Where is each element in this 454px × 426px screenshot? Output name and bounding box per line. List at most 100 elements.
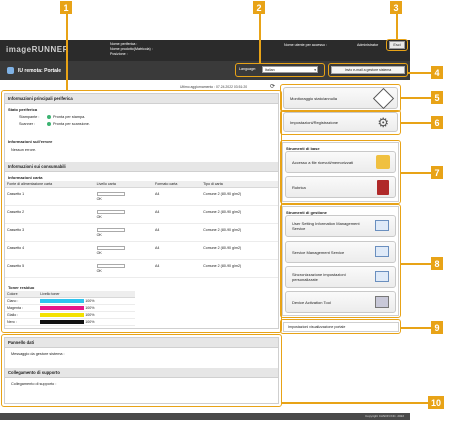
monitor-icon <box>375 271 389 282</box>
tools-icon <box>375 296 389 308</box>
callout-box-5 <box>280 84 401 112</box>
product-logo: imageRUNNER <box>6 45 69 54</box>
column-header: Livello toner <box>38 291 135 298</box>
paper-type: Comune 2 (80-90 g/m2) <box>201 259 278 278</box>
refresh-icon[interactable]: ⟳ <box>270 84 276 90</box>
toner-color-name: Nero : <box>5 318 39 327</box>
toner-level-text: 100% <box>85 299 95 303</box>
table-row: Cassetto 1 OK A4 Comune 2 (80-90 g/m2) <box>5 187 278 206</box>
callout-number-7: 7 <box>431 166 443 179</box>
paper-source: Cassetto 4 <box>5 241 95 260</box>
column-header: Formato carta <box>153 181 202 188</box>
callout-line-1 <box>66 13 68 90</box>
portal-icon <box>7 67 14 74</box>
admin-message-label: Messaggio da gestore sistema : <box>11 352 65 356</box>
user-setting-button[interactable]: User Setting Information Management Serv… <box>285 215 396 237</box>
language-select[interactable]: Italian ▾ <box>262 66 318 73</box>
monitor-icon <box>375 246 389 257</box>
paper-level-text: OK <box>96 215 102 219</box>
device-activation-label: Device Activation Tool <box>292 299 331 305</box>
toner-level-text: 100% <box>85 320 95 325</box>
printer-label: Stampante : <box>19 115 40 119</box>
status-monitor-label: Monitoraggio stato/annulla <box>290 95 337 101</box>
service-management-button[interactable]: Service Management Service <box>285 241 396 263</box>
callout-line-4 <box>408 72 432 74</box>
toner-level-bar <box>40 313 85 318</box>
callout-box-8 <box>280 204 401 318</box>
toner-color-name: Giallo : <box>5 311 39 320</box>
footer-copyright: Copyright CANON INC. 2022 <box>0 413 410 420</box>
toner-level-bar <box>40 299 85 304</box>
last-update-timestamp: Ultimo aggiornamento : 07.24.2022 03:51:… <box>180 85 248 89</box>
portal-display-settings-link[interactable]: Impostazioni visualizzazione portale <box>283 322 399 332</box>
toner-level-bar <box>40 320 85 325</box>
address-book-icon <box>377 180 389 195</box>
folder-icon <box>376 155 390 169</box>
printer-status: Pronta per stampa. <box>53 115 86 119</box>
column-header: Fonte di alimentazione carta <box>5 181 95 188</box>
settings-registration-button[interactable]: Impostazioni/Registrazione ⚙ <box>283 112 398 132</box>
toner-level-text: 100% <box>85 313 95 318</box>
callout-number-9: 9 <box>431 321 443 334</box>
scanner-status-row: Scanner : Pronta per scansione. <box>5 122 278 126</box>
column-header: Livello carta <box>94 181 153 188</box>
toner-level: 100% <box>38 297 135 306</box>
service-management-label: Service Management Service <box>292 249 345 255</box>
location-label: Posizione : <box>110 52 128 56</box>
user-setting-label: User Setting Information Management Serv… <box>292 221 360 231</box>
product-name-label: Nome prodotto(Matricola) : <box>110 47 153 51</box>
callout-box-3 <box>386 39 408 51</box>
callout-line-3 <box>396 13 398 39</box>
status-monitor-button[interactable]: Monitoraggio stato/annulla <box>283 87 398 110</box>
callout-box-6 <box>280 110 401 135</box>
consumables-title: Informazioni sui consumabili <box>5 162 278 172</box>
error-info-value: Nessun errore. <box>11 148 37 152</box>
device-activation-button[interactable]: Device Activation Tool <box>285 291 396 313</box>
paper-table-header: Fonte di alimentazione carta Livello car… <box>5 181 278 188</box>
address-book-button[interactable]: Rubrica <box>285 176 396 198</box>
paper-type: Comune 2 (80-90 g/m2) <box>201 205 278 224</box>
table-row: Cassetto 2 OK A4 Comune 2 (80-90 g/m2) <box>5 205 278 224</box>
sync-settings-button[interactable]: Sincronizzazione impostazioni personaliz… <box>285 266 396 288</box>
paper-type: Comune 2 (80-90 g/m2) <box>201 241 278 260</box>
scanner-label: Scanner : <box>19 122 36 126</box>
paper-type: Comune 2 (80-90 g/m2) <box>201 223 278 242</box>
toner-table: Colore Livello toner Ciano : 100% Magenta… <box>5 291 135 327</box>
table-row: Cassetto 5 OK A4 Comune 2 (80-90 g/m2) <box>5 259 278 278</box>
toner-row: Ciano : 100% <box>5 297 135 306</box>
toner-row: Magenta : 100% <box>5 304 135 313</box>
callout-box-10 <box>1 334 282 407</box>
mail-admin-button[interactable]: Invio e-mail a gestore sistema <box>331 66 405 74</box>
table-row: Cassetto 3 OK A4 Comune 2 (80-90 g/m2) <box>5 223 278 242</box>
paper-info-title: Informazioni carta <box>8 175 43 180</box>
paper-level: OK <box>94 259 153 278</box>
paper-level-gauge <box>96 210 125 214</box>
paper-level-gauge <box>96 264 125 268</box>
address-book-label: Rubrica <box>292 184 306 190</box>
login-user-label: Nome utente per accesso : <box>284 43 327 47</box>
access-files-button[interactable]: Accesso a file ricevuti/memorizzati <box>285 151 396 173</box>
paper-size: A4 <box>153 259 202 278</box>
device-info-labels: Nome periferica : Nome prodotto(Matricol… <box>110 42 153 57</box>
callout-line-7 <box>401 172 432 174</box>
callout-line-6 <box>401 122 432 124</box>
paper-level: OK <box>94 223 153 242</box>
logout-button[interactable]: Esci <box>389 41 405 49</box>
paper-size: A4 <box>153 241 202 260</box>
toner-row: Giallo : 100% <box>5 311 135 320</box>
callout-line-8 <box>401 263 432 265</box>
callout-number-3: 3 <box>390 1 402 14</box>
toner-title: Toner residuo <box>8 285 35 290</box>
callout-box-9 <box>280 319 401 334</box>
gear-icon: ⚙ <box>377 115 389 130</box>
callout-number-4: 4 <box>431 66 443 79</box>
column-header: Colore <box>5 291 39 298</box>
paper-source: Cassetto 3 <box>5 223 95 242</box>
paper-level-text: OK <box>96 197 102 201</box>
toner-row: Nero : 100% <box>5 318 135 327</box>
device-info-panel: Informazioni principali periferica Stato… <box>4 93 279 329</box>
device-status-title: Stato periferica <box>8 107 38 112</box>
column-header: Tipo di carta <box>201 181 278 188</box>
support-link-label: Collegamento di supporto : <box>11 382 57 386</box>
basic-tools-title: Strumenti di base <box>286 146 320 151</box>
